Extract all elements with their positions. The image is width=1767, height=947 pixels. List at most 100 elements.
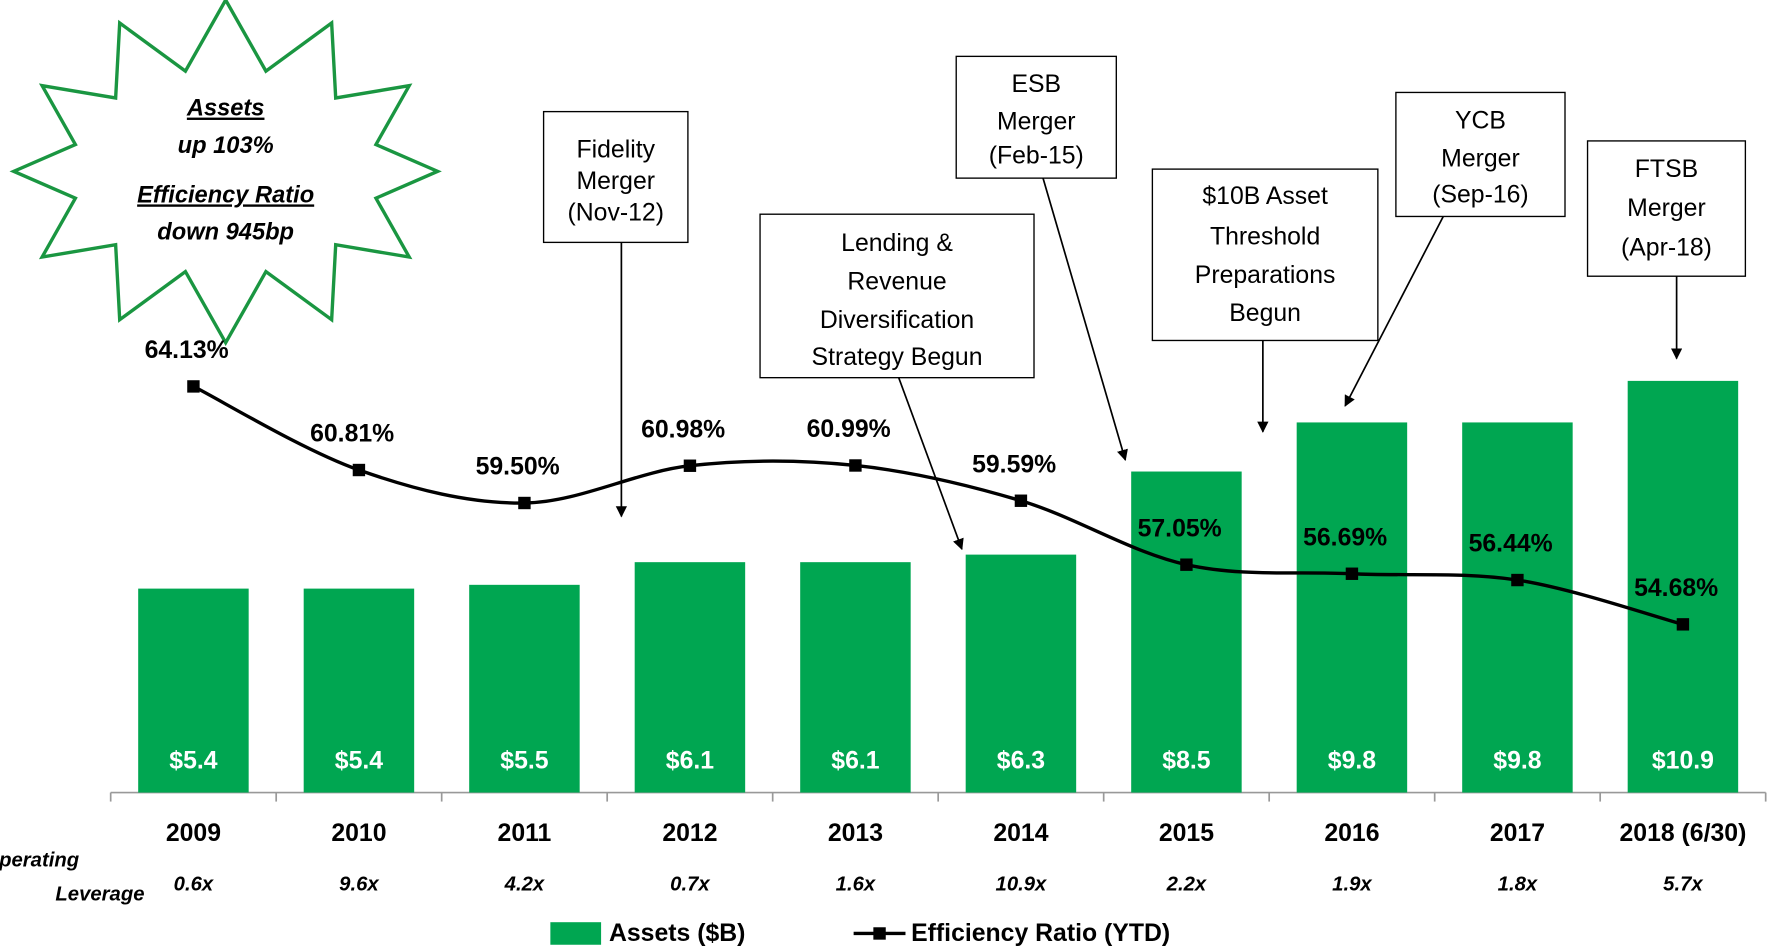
bar-value-label: $5.4	[169, 748, 217, 775]
legend-swatch	[550, 922, 602, 945]
bar	[1462, 422, 1573, 793]
bar	[1296, 422, 1408, 793]
line-marker	[518, 496, 531, 510]
annotation-text: (Feb-15)	[989, 142, 1084, 169]
annotation-arrow	[1344, 216, 1444, 407]
bar-value-label: $6.1	[831, 748, 879, 775]
annotation-text: Lending &	[841, 230, 953, 257]
x-tick-label: 2015	[1159, 820, 1214, 847]
legend-label: Assets ($B)	[609, 920, 745, 947]
operating-leverage-label: Leverage	[55, 883, 144, 905]
annotation-box	[1395, 91, 1566, 218]
bar	[800, 562, 911, 793]
line-marker	[1014, 494, 1028, 507]
annotation-text: YCB	[1455, 107, 1506, 134]
operating-leverage-value: 1.9x	[1332, 873, 1372, 895]
annotation-text: Merger	[576, 168, 655, 195]
bar	[469, 584, 580, 793]
operating-leverage-value: 1.6x	[836, 873, 876, 895]
line	[192, 384, 1684, 626]
annotation-box	[1586, 140, 1747, 277]
line-marker	[1511, 573, 1524, 587]
x-tick-label: 2010	[331, 820, 386, 847]
annotation-text: Threshold	[1210, 223, 1320, 250]
starburst	[9, 0, 442, 347]
line-marker	[1180, 558, 1193, 571]
bar	[1131, 471, 1242, 793]
x-tick-label: 2017	[1490, 820, 1545, 847]
x-tick-label: 2011	[498, 820, 552, 847]
operating-leverage-value: 0.7x	[670, 873, 710, 895]
line-value-label: 60.81%	[310, 421, 394, 448]
line-marker	[352, 463, 366, 477]
annotation-box	[955, 55, 1117, 179]
line-value-label: 64.13%	[145, 337, 229, 364]
bar-value-label: $9.8	[1493, 748, 1541, 775]
annotation-text: $10B Asset	[1202, 183, 1328, 210]
bar	[138, 588, 249, 793]
x-tick-label: 2014	[993, 820, 1048, 847]
annotation-box	[759, 213, 1035, 379]
bar-value-label: $8.5	[1162, 748, 1210, 775]
starburst-text: down 945bp	[157, 220, 294, 246]
annotation-box	[1151, 168, 1379, 342]
starburst-text: Assets	[186, 96, 265, 122]
operating-leverage-value: 1.8x	[1498, 873, 1538, 895]
annotation-text: (Apr-18)	[1621, 235, 1712, 262]
line-marker	[1676, 618, 1690, 631]
annotation-box	[542, 110, 689, 244]
x-tick-label: 2009	[166, 820, 221, 847]
x-tick-label: 2012	[662, 820, 717, 847]
bar	[965, 554, 1077, 793]
annotation-text: Merger	[1441, 146, 1520, 173]
line-value-label: 56.69%	[1303, 524, 1387, 551]
annotation-text: Begun	[1229, 300, 1301, 327]
starburst-text: up 103%	[178, 133, 274, 159]
annotation-arrow	[1042, 177, 1128, 462]
line-value-label: 54.68%	[1634, 575, 1718, 602]
operating-leverage-value: 10.9x	[996, 873, 1047, 895]
annotation-text: Strategy Begun	[812, 344, 983, 371]
line-value-label: 60.98%	[641, 416, 725, 443]
annotation-text: Diversification	[820, 307, 974, 334]
operating-leverage-value: 9.6x	[339, 873, 379, 895]
operating-leverage-value: 0.6x	[174, 873, 214, 895]
annotation-text: Preparations	[1195, 262, 1336, 289]
x-tick-label: 2016	[1324, 820, 1379, 847]
line-marker	[187, 380, 200, 393]
bar-value-label: $5.5	[500, 748, 548, 775]
annotation-text: FTSB	[1635, 156, 1698, 183]
line-value-label: 59.59%	[972, 451, 1056, 478]
annotation-text: ESB	[1011, 71, 1061, 98]
bar	[1627, 380, 1739, 793]
bar	[303, 588, 415, 793]
line-value-label: 60.99%	[807, 416, 891, 443]
annotation-text: Merger	[1627, 195, 1706, 222]
bar-value-label: $5.4	[335, 748, 383, 775]
operating-leverage-value: 4.2x	[504, 873, 545, 895]
annotation-text: Fidelity	[576, 137, 655, 164]
bar-value-label: $6.3	[997, 748, 1045, 775]
annotation-arrow	[897, 377, 964, 551]
annotation-text: Revenue	[847, 269, 946, 296]
bar-value-label: $10.9	[1652, 748, 1714, 775]
line-marker	[683, 459, 697, 472]
legend-swatch	[873, 927, 886, 940]
bar-value-label: $6.1	[666, 748, 714, 775]
operating-leverage-value: 5.7x	[1663, 873, 1703, 895]
bar	[634, 562, 746, 793]
starburst-text: Efficiency Ratio	[137, 182, 314, 208]
annotation-text: (Sep-16)	[1432, 182, 1528, 209]
x-tick-label: 2013	[828, 820, 883, 847]
operating-leverage-value: 2.2x	[1166, 873, 1207, 895]
line-marker	[1345, 567, 1359, 580]
x-tick-label: 2018 (6/30)	[1620, 820, 1747, 847]
line-value-label: 57.05%	[1138, 515, 1222, 542]
annotation-text: (Nov-12)	[568, 200, 664, 227]
annotation-text: Merger	[997, 108, 1076, 135]
line-marker	[849, 459, 862, 472]
legend-label: Efficiency Ratio (YTD)	[911, 920, 1170, 947]
line-value-label: 56.44%	[1469, 531, 1553, 558]
